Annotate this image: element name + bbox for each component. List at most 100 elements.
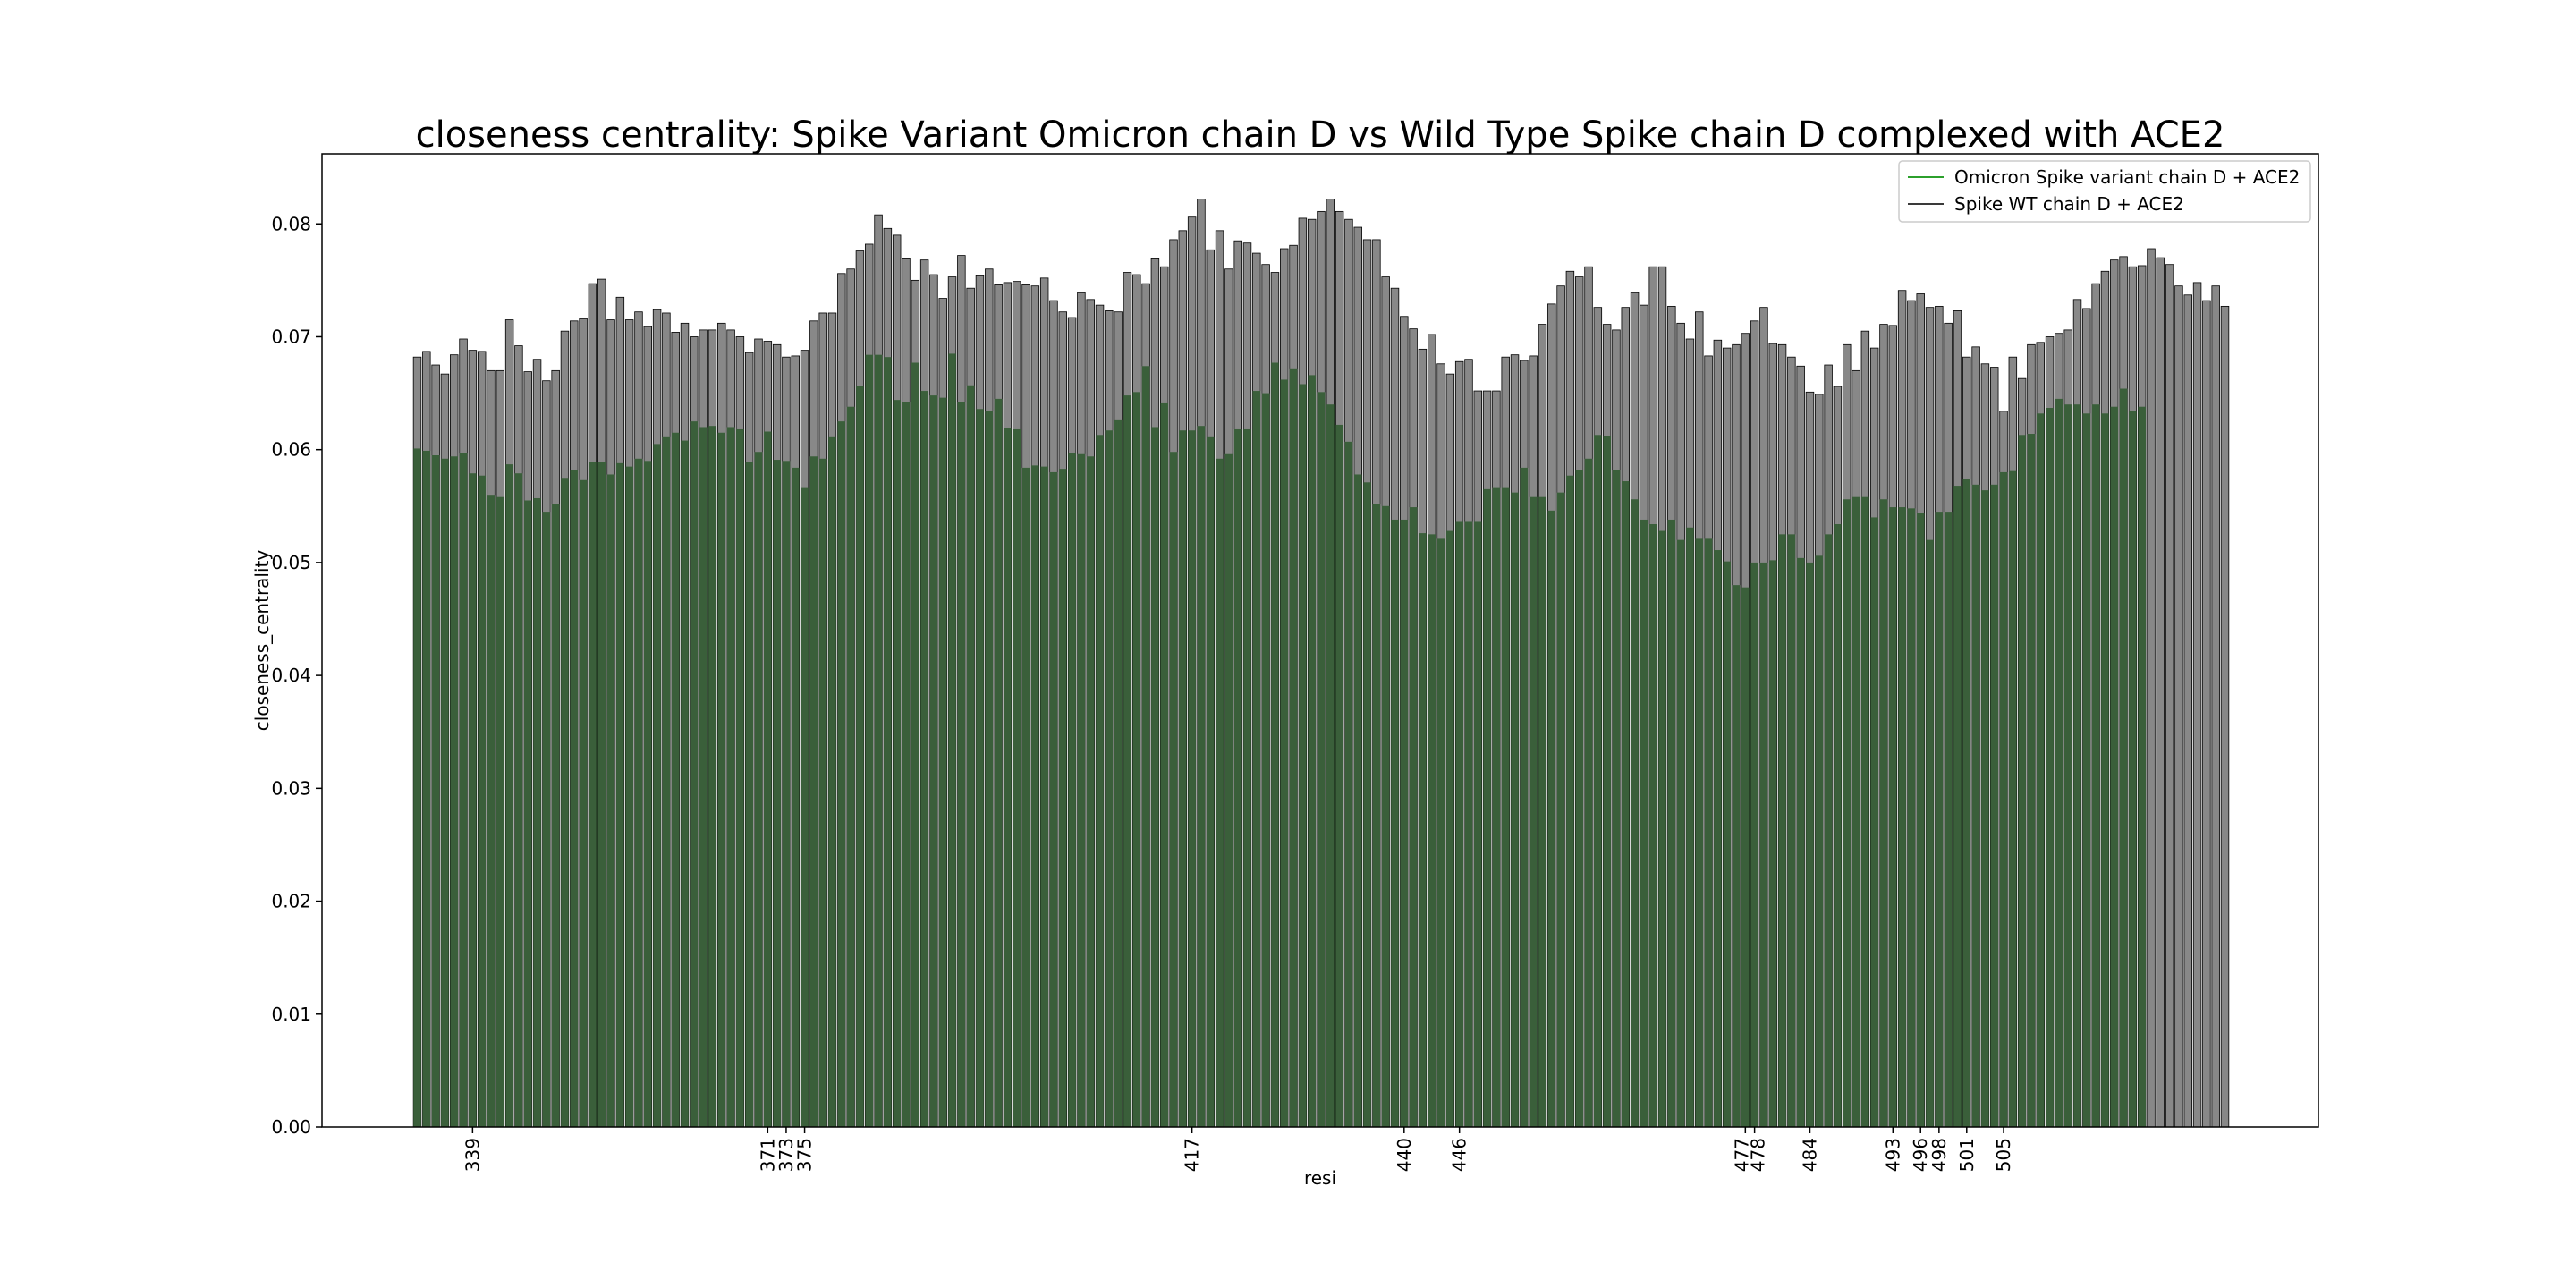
bar-omicron: [441, 458, 449, 1127]
bar-omicron: [2091, 404, 2100, 1127]
x-tick-label: 339: [462, 1138, 483, 1172]
bar-omicron: [422, 450, 431, 1127]
bar-omicron: [1160, 402, 1169, 1127]
bar-omicron: [1308, 375, 1317, 1127]
bar-omicron: [561, 478, 569, 1127]
bar-omicron: [1188, 430, 1196, 1128]
bar-omicron: [1787, 534, 1796, 1127]
bar-omicron: [2027, 434, 2036, 1127]
bar-omicron: [2009, 470, 2017, 1127]
bar-omicron: [1428, 534, 1436, 1127]
bar-omicron: [865, 354, 874, 1127]
bar-omicron: [1013, 428, 1021, 1128]
bar-omicron: [1086, 456, 1095, 1127]
x-tick-label: 496: [1910, 1138, 1931, 1172]
x-axis-label: resi: [1304, 1167, 1336, 1189]
bar-omicron: [643, 461, 652, 1127]
bar-omicron: [745, 462, 754, 1127]
bar-omicron: [764, 431, 772, 1127]
bar-wild-type: [2192, 282, 2202, 1128]
bar-omicron: [1381, 505, 1390, 1127]
bar-omicron: [1455, 521, 1463, 1127]
bar-omicron: [1252, 391, 1261, 1127]
bar-omicron: [809, 456, 818, 1127]
bar-omicron: [1114, 419, 1123, 1127]
bar-omicron: [938, 397, 947, 1127]
bar-omicron: [1723, 561, 1732, 1127]
bar-omicron: [957, 402, 966, 1127]
bar-omicron: [505, 464, 513, 1127]
bar-omicron: [1714, 550, 1722, 1127]
legend: Omicron Spike variant chain D + ACE2 Spi…: [1898, 160, 2311, 223]
bar-omicron: [1566, 475, 1574, 1127]
bar-omicron: [450, 456, 459, 1127]
bar-omicron: [1962, 479, 1971, 1127]
bar-omicron: [1907, 508, 1916, 1127]
bar-omicron: [1879, 499, 1888, 1127]
bar-omicron: [1169, 452, 1178, 1128]
bar-omicron: [2101, 413, 2109, 1127]
bar-omicron: [1289, 368, 1298, 1127]
y-tick-label: 0.06: [271, 439, 311, 461]
chart-title: closeness centrality: Spike Variant Omic…: [416, 114, 2225, 156]
bar-omicron: [1631, 499, 1639, 1127]
bar-omicron: [1243, 428, 1251, 1128]
bar-omicron: [1759, 562, 1768, 1127]
bar-omicron: [1741, 587, 1750, 1127]
bar-omicron: [1843, 499, 1852, 1127]
bar-omicron: [514, 473, 523, 1127]
x-tick-label: 440: [1394, 1138, 1415, 1172]
bar-omicron: [616, 462, 624, 1127]
bar-omicron: [1861, 496, 1869, 1127]
bar-omicron: [1796, 557, 1805, 1127]
bar-omicron: [1612, 470, 1621, 1127]
bar-omicron: [1326, 404, 1335, 1127]
bar-omicron: [828, 436, 836, 1127]
bar-omicron: [1040, 466, 1048, 1127]
legend-box: [1898, 160, 2311, 223]
bar-omicron: [1058, 469, 1067, 1127]
bar-omicron: [1224, 453, 1233, 1127]
bar-omicron: [1409, 507, 1418, 1127]
bar-omicron: [570, 470, 579, 1127]
x-tick-label: 493: [1882, 1138, 1903, 1172]
bar-omicron: [589, 462, 597, 1127]
bar-omicron: [856, 386, 864, 1127]
bar-omicron: [1206, 436, 1215, 1127]
bar-omicron: [1529, 496, 1538, 1127]
bar-omicron: [1768, 560, 1777, 1127]
bar-omicron: [1004, 428, 1012, 1128]
y-axis-label: closeness_centrality: [251, 550, 273, 732]
bar-wild-type: [2165, 264, 2174, 1128]
x-tick-label: 371: [757, 1138, 778, 1172]
bar-omicron: [1391, 519, 1399, 1127]
bar-omicron: [726, 427, 735, 1127]
bar-wild-type: [2202, 300, 2211, 1128]
bar-omicron: [2063, 404, 2072, 1127]
bar-omicron: [1096, 435, 1104, 1127]
bar-omicron: [1824, 534, 1833, 1127]
bar-omicron: [1483, 488, 1491, 1127]
bar-omicron: [1953, 486, 1962, 1127]
bar-omicron: [837, 421, 846, 1127]
bar-omicron: [1511, 492, 1519, 1127]
bar-omicron: [1686, 527, 1694, 1127]
bar-omicron: [1935, 512, 1944, 1127]
bar-omicron: [1049, 471, 1058, 1127]
bar-omicron: [671, 432, 680, 1127]
bar-omicron: [1280, 379, 1289, 1127]
bar-omicron: [496, 496, 504, 1127]
bar-omicron: [1981, 490, 1989, 1127]
bar-omicron: [1704, 538, 1713, 1127]
x-tick-label: 505: [1993, 1138, 2014, 1172]
bar-omicron: [1990, 484, 1999, 1127]
bar-omicron: [459, 453, 468, 1128]
bar-omicron: [1077, 453, 1086, 1127]
bar-omicron: [1105, 430, 1114, 1128]
bar-omicron: [1261, 393, 1270, 1128]
bar-omicron: [1870, 517, 1878, 1127]
bar-omicron: [597, 462, 606, 1127]
bar-omicron: [1021, 467, 1030, 1127]
bar-omicron: [1419, 533, 1427, 1127]
y-tick-label: 0.00: [271, 1116, 311, 1138]
